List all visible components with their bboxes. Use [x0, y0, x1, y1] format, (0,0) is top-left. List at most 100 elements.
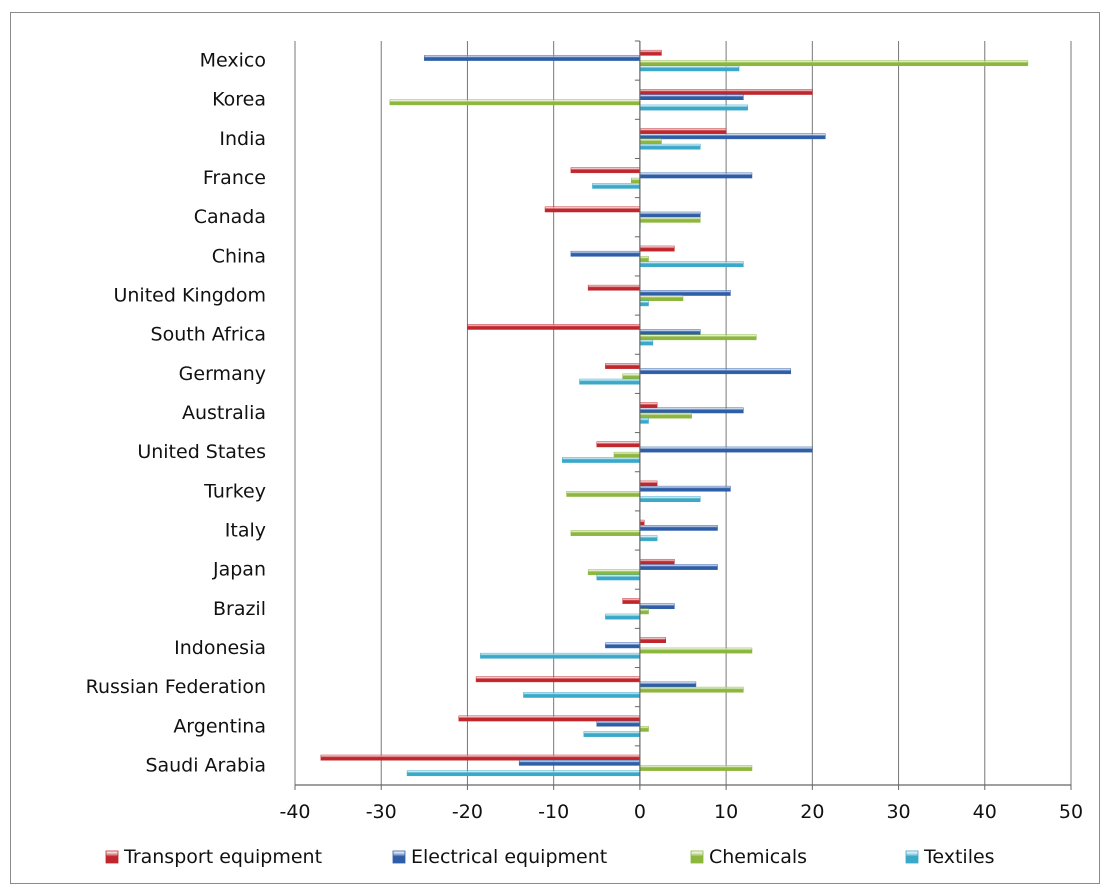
bar-transport-equipment [320, 754, 641, 761]
bar-transport-equipment [622, 598, 641, 604]
category-label: Germany [179, 363, 266, 385]
bar-chemicals [639, 647, 753, 654]
bar-textiles [562, 457, 641, 463]
bar-electrical-equipment [639, 329, 701, 335]
category-label: United Kingdom [113, 285, 266, 307]
bar-transport-equipment [596, 441, 641, 448]
legend: Transport equipment Electrical equipment C… [105, 846, 995, 868]
bar-transport-equipment [639, 637, 667, 643]
legend-swatch [105, 850, 119, 864]
bar-textiles [639, 261, 744, 268]
bar-electrical-equipment [639, 290, 731, 296]
chart-frame: Mexico Korea India France Canada China United … [10, 12, 1100, 884]
legend-swatch [905, 850, 919, 864]
category-label: South Africa [151, 324, 266, 346]
bar-electrical-equipment [639, 407, 744, 414]
bar-textiles [639, 143, 701, 150]
bar-chemicals [587, 569, 641, 576]
bar-transport-equipment [639, 480, 658, 487]
bar-electrical-equipment [639, 446, 813, 453]
bar-chemicals [639, 726, 649, 732]
bar-textiles [639, 417, 649, 424]
bar-transport-equipment [475, 676, 641, 683]
bar-chemicals [639, 60, 1029, 67]
bar-chemicals [639, 608, 649, 615]
category-label: Russian Federation [86, 676, 266, 698]
bar-electrical-equipment [605, 642, 641, 649]
category-label: Brazil [213, 598, 266, 620]
category-label: Indonesia [174, 637, 266, 659]
bar-transport-equipment [458, 715, 641, 722]
bar-textiles [639, 339, 654, 346]
category-label: Korea [212, 89, 266, 111]
x-tick-label: -20 [452, 801, 483, 823]
category-label: Japan [212, 559, 266, 581]
bar-chemicals [639, 138, 662, 145]
x-tick-label: 20 [800, 801, 824, 823]
bar-chemicals [639, 334, 757, 341]
x-tick-label: -10 [538, 801, 569, 823]
bar-textiles [639, 104, 748, 111]
x-tick-label: 30 [886, 801, 910, 823]
bar-electrical-equipment [424, 55, 641, 61]
bar-chemicals [631, 177, 641, 184]
x-tick-label: 50 [1059, 801, 1083, 823]
bar-electrical-equipment [639, 603, 675, 610]
bar-textiles [639, 496, 701, 502]
bar-chemicals [639, 256, 649, 262]
legend-label: Electrical equipment [411, 846, 607, 868]
category-label: Canada [194, 206, 266, 228]
bar-chemicals [622, 373, 641, 380]
bar-chemicals [566, 491, 641, 497]
bar-textiles [480, 652, 641, 659]
bar-chemicals [389, 99, 641, 106]
bar-chemicals [639, 216, 701, 223]
bar-chemicals [613, 451, 641, 458]
bar-electrical-equipment [639, 368, 792, 375]
category-label: United States [137, 441, 266, 463]
category-label: Saudi Arabia [145, 754, 266, 776]
bar-electrical-equipment [639, 172, 753, 179]
category-label: Argentina [173, 715, 266, 737]
x-tick-label: 40 [973, 801, 997, 823]
bar-chemicals [639, 295, 684, 301]
x-tick-label: 10 [714, 801, 738, 823]
bar-transport-equipment [639, 245, 675, 252]
category-label: Mexico [200, 50, 266, 72]
x-tick-labels: -40 -30 -20 -10 0 10 20 30 40 50 [279, 801, 1083, 823]
bar-electrical-equipment [639, 94, 744, 100]
bar-textiles [596, 574, 641, 581]
axes [294, 40, 1072, 790]
category-label: China [212, 245, 266, 267]
x-tick-label: 0 [634, 801, 646, 823]
bars [320, 49, 1029, 777]
bar-electrical-equipment [639, 564, 718, 570]
bar-textiles [523, 692, 641, 698]
legend-swatch [690, 850, 704, 864]
x-tick-label: -40 [279, 801, 310, 823]
bar-transport-equipment [544, 206, 641, 213]
bar-electrical-equipment [639, 211, 701, 218]
bar-electrical-equipment [570, 250, 641, 257]
bar-textiles [579, 378, 641, 385]
bar-transport-equipment [570, 167, 641, 174]
bar-textiles [592, 183, 641, 189]
bar-textiles [639, 65, 740, 72]
category-label: Italy [225, 519, 266, 541]
bar-transport-equipment [639, 519, 645, 526]
bar-electrical-equipment [518, 759, 641, 766]
bar-electrical-equipment [639, 525, 718, 531]
legend-label: Transport equipment [123, 846, 322, 868]
x-tick-label: -30 [366, 801, 397, 823]
bar-transport-equipment [587, 284, 641, 291]
bar-electrical-equipment [639, 485, 731, 492]
bar-textiles [583, 731, 641, 737]
bar-textiles [639, 535, 658, 542]
bar-electrical-equipment [639, 133, 826, 140]
bar-chemicals [639, 412, 692, 419]
bar-electrical-equipment [596, 720, 641, 727]
bar-transport-equipment [639, 402, 658, 409]
bar-transport-equipment [467, 324, 641, 330]
category-labels: Mexico Korea India France Canada China United … [86, 50, 266, 777]
bar-transport-equipment [605, 363, 641, 369]
